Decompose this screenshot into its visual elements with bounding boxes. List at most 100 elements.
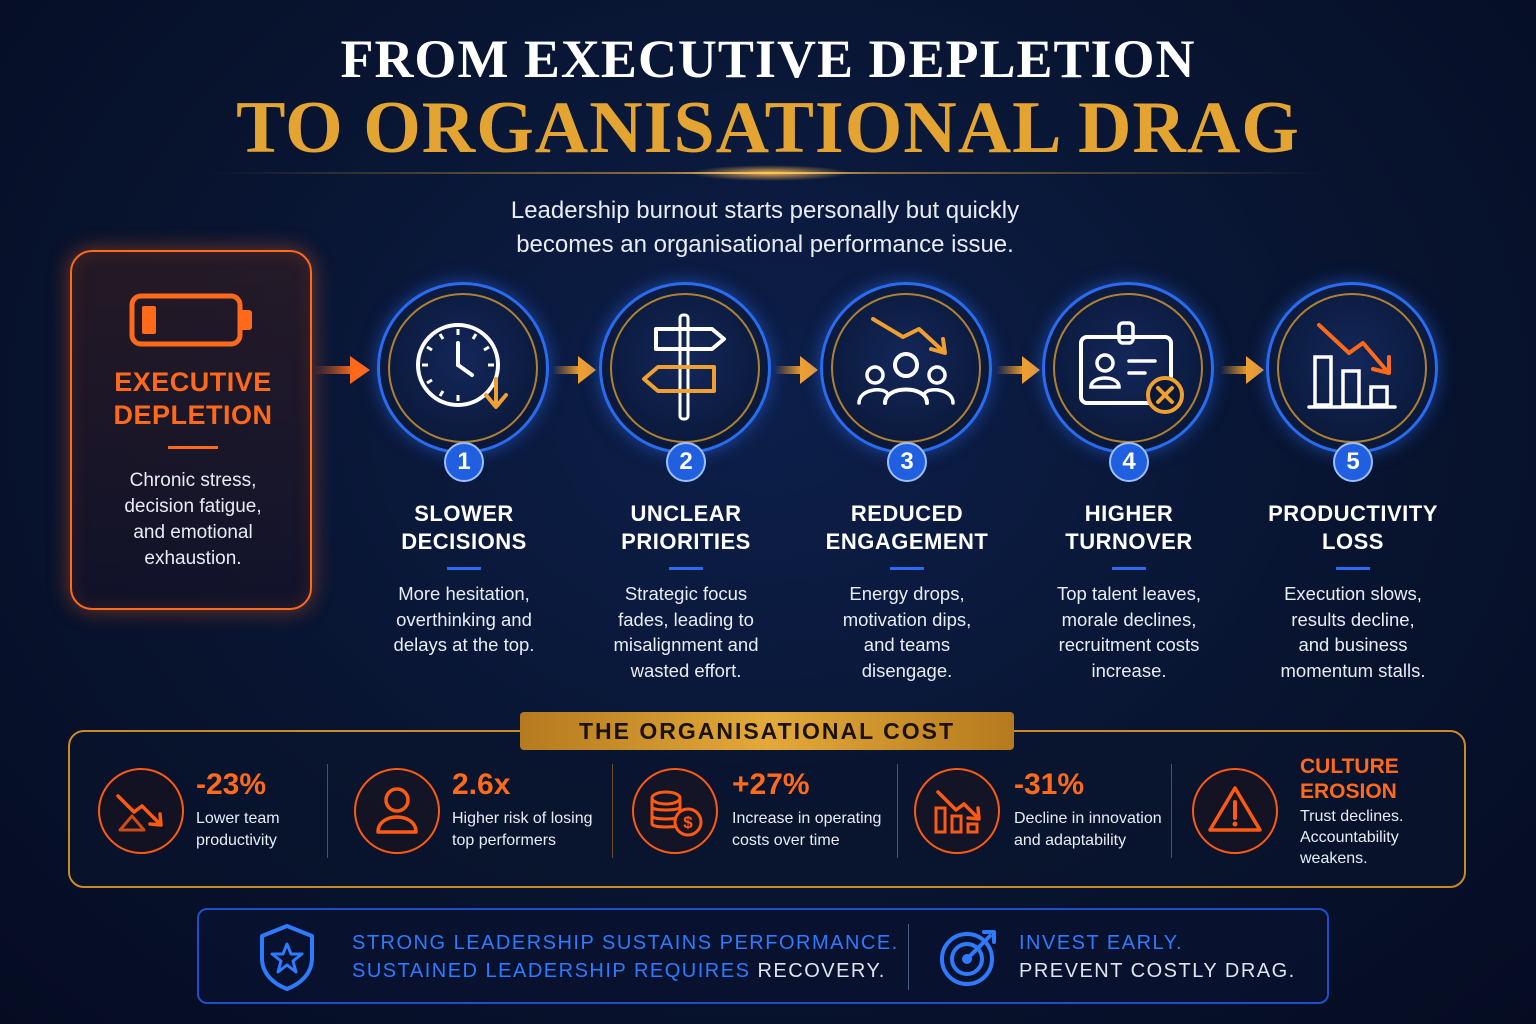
- person-icon: [376, 787, 418, 834]
- step-number: 1: [444, 442, 484, 482]
- cost-item-operating-costs: $ +27% Increase in operating costs over …: [632, 766, 892, 858]
- executive-depletion-desc-line: decision fatigue,: [124, 496, 262, 517]
- step-icon-ring: [1266, 282, 1438, 454]
- clock-down-arrow-icon: [416, 323, 508, 409]
- warning-triangle-icon: [1208, 786, 1262, 832]
- organisational-cost-label: THE ORGANISATIONAL COST: [520, 712, 1014, 750]
- executive-depletion-desc-line: and emotional: [133, 522, 253, 543]
- cost-divider: [897, 764, 898, 858]
- step-desc-line: Top talent leaves,: [1057, 583, 1201, 604]
- step-desc-line: Strategic focus: [624, 583, 748, 604]
- executive-depletion-card: EXECUTIVE DEPLETION Chronic stress, deci…: [70, 250, 312, 610]
- step-title-line: TURNOVER: [1065, 529, 1193, 554]
- banner-left-text: STRONG LEADERSHIP SUSTAINS PERFORMANCE. …: [352, 929, 899, 985]
- target-icon: [940, 930, 996, 986]
- step-divider: [669, 567, 703, 570]
- battery-low-icon: [129, 293, 252, 347]
- step-desc-line: Execution slows,: [1284, 583, 1422, 604]
- step-desc-line: disengage.: [861, 659, 953, 681]
- banner-left-line2: SUSTAINED LEADERSHIP REQUIRES RECOVERY.: [352, 957, 899, 985]
- cost-desc-line: and adaptability: [1014, 832, 1127, 849]
- step-desc: Strategic focus fades, leading to misali…: [565, 581, 807, 683]
- executive-depletion-divider: [168, 446, 218, 449]
- step-desc-line: fades, leading to: [618, 608, 754, 630]
- trend-down-icon: [116, 794, 163, 832]
- cost-item-productivity: -23% Lower team productivity: [98, 766, 318, 858]
- cost-desc-line: Higher risk of losing: [452, 810, 593, 827]
- cost-desc-line: Decline in innovation: [1014, 810, 1162, 827]
- step-desc-line: overthinking and: [396, 608, 532, 630]
- team-decline-icon: [857, 317, 955, 405]
- cost-icon-ring: [914, 768, 1000, 854]
- signpost-icon: [642, 313, 726, 421]
- cost-desc-line: Accountability: [1300, 829, 1399, 846]
- step-icon-ring: [599, 282, 771, 454]
- cost-desc: Lower team productivity: [196, 808, 280, 852]
- step-divider: [447, 567, 481, 570]
- cost-desc-line: Trust declines.: [1300, 808, 1404, 825]
- banner-right-line1: INVEST EARLY.: [1019, 932, 1184, 954]
- step-number: 5: [1333, 442, 1373, 482]
- step-icon-ring: [1042, 282, 1214, 454]
- step-desc-line: and business: [1298, 634, 1408, 655]
- cost-item-top-performers: 2.6x Higher risk of losing top performer…: [354, 766, 604, 858]
- step-divider: [1336, 567, 1370, 570]
- flow-arrow-icon: [996, 356, 1040, 384]
- bars-decline-icon: [934, 790, 981, 834]
- executive-depletion-title-line1: EXECUTIVE: [114, 367, 272, 397]
- cost-desc-line: Increase in operating: [732, 810, 882, 827]
- title-divider-glow: [690, 165, 850, 181]
- step-title-line: DECISIONS: [401, 529, 527, 554]
- cost-desc-line: productivity: [196, 832, 277, 849]
- banner-left-line2-blue: SUSTAINED LEADERSHIP REQUIRES: [352, 960, 758, 982]
- banner-right-line2: PREVENT COSTLY DRAG.: [1019, 960, 1296, 982]
- step-desc-line: delays at the top.: [393, 634, 535, 655]
- closing-banner: [197, 908, 1329, 1004]
- cost-divider: [1171, 764, 1172, 858]
- step-title-line: ENGAGEMENT: [825, 529, 989, 554]
- step-title-line: LOSS: [1322, 529, 1384, 554]
- executive-depletion-desc-line: Chronic stress,: [129, 470, 257, 491]
- step-desc-line: momentum stalls.: [1280, 659, 1426, 681]
- subtitle: Leadership burnout starts personally but…: [0, 194, 1530, 262]
- cost-value-line: EROSION: [1300, 780, 1397, 803]
- banner-left-line2-light: RECOVERY.: [757, 960, 886, 982]
- step-desc-line: motivation dips,: [842, 608, 972, 630]
- title-line1: FROM EXECUTIVE DEPLETION: [340, 29, 1196, 89]
- step-divider: [890, 567, 924, 570]
- cost-desc: Trust declines. Accountability weakens.: [1300, 806, 1403, 869]
- id-badge-cancel-icon: [1079, 321, 1184, 414]
- cost-desc-line: costs over time: [732, 832, 840, 849]
- cost-value: CULTURE EROSION: [1300, 754, 1399, 804]
- shield-star-icon: [260, 924, 314, 991]
- coins-dollar-icon: $: [650, 790, 703, 837]
- step-desc: More hesitation, overthinking and delays…: [343, 581, 585, 658]
- step-number: 4: [1109, 442, 1149, 482]
- cost-icon-ring: [354, 768, 440, 854]
- cost-value: -23%: [196, 768, 267, 801]
- step-icon-ring: [820, 282, 992, 454]
- step-title-line: HIGHER: [1084, 501, 1174, 526]
- cost-divider: [327, 764, 328, 858]
- executive-depletion-title: EXECUTIVE DEPLETION: [72, 366, 314, 432]
- step-title-line: UNCLEAR: [630, 501, 742, 526]
- step-title: SLOWER DECISIONS: [343, 500, 585, 556]
- step-title: UNCLEAR PRIORITIES: [565, 500, 807, 556]
- step-desc-line: morale declines,: [1061, 608, 1197, 630]
- step-desc: Execution slows, results decline, and bu…: [1232, 581, 1474, 683]
- banner-left-line1: STRONG LEADERSHIP SUSTAINS PERFORMANCE.: [352, 932, 899, 954]
- cost-value: -31%: [1014, 768, 1085, 801]
- cost-desc-line: weakens.: [1300, 850, 1368, 867]
- step-desc-line: increase.: [1091, 659, 1167, 681]
- step-title-line: PRODUCTIVITY: [1268, 501, 1438, 526]
- executive-depletion-desc: Chronic stress, decision fatigue, and em…: [72, 468, 314, 572]
- step-desc-line: Energy drops,: [849, 583, 965, 604]
- bar-chart-decline-icon: [1307, 323, 1397, 409]
- flow-arrow-icon: [314, 356, 370, 384]
- cost-item-innovation: -31% Decline in innovation and adaptabil…: [914, 766, 1164, 858]
- step-desc-line: results decline,: [1291, 608, 1415, 630]
- cost-desc-line: Lower team: [196, 810, 280, 827]
- cost-divider: [612, 764, 613, 858]
- step-icon-ring: [377, 282, 549, 454]
- cost-icon-ring: [98, 768, 184, 854]
